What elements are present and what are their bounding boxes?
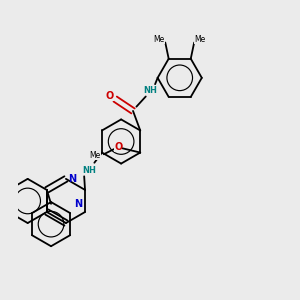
Text: N: N [68,174,76,184]
Text: N: N [74,200,83,209]
Text: NH: NH [143,86,157,95]
Text: Me: Me [154,35,165,44]
Text: Me: Me [194,35,206,44]
Text: O: O [106,91,114,101]
Text: NH: NH [82,166,96,175]
Text: Me: Me [90,152,101,160]
Text: O: O [114,142,122,152]
